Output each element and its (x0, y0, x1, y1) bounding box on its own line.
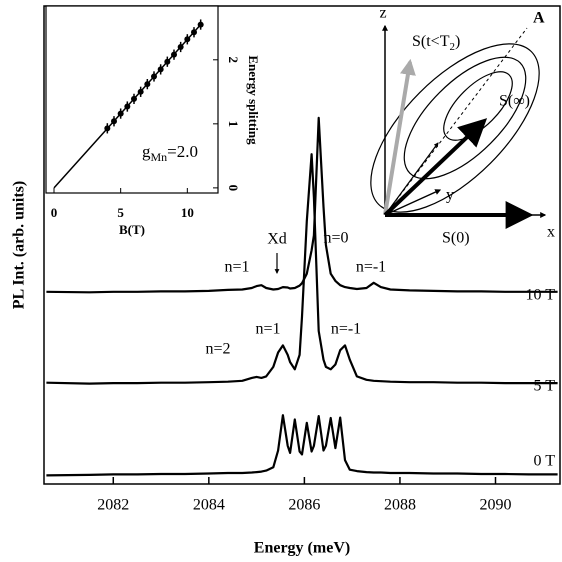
data-point (164, 58, 171, 65)
ellipse (370, 43, 540, 213)
annotation-sub: Mn (151, 150, 168, 164)
data-point (191, 29, 197, 36)
peak-annotation: n=-1 (331, 321, 361, 338)
ellipse (443, 71, 513, 141)
diagram-label: S(0) (442, 230, 470, 247)
x-tick-label: 2086 (288, 497, 320, 514)
peak-annotation: n=1 (224, 259, 249, 276)
x-axis-label: Energy (meV) (254, 540, 350, 557)
data-point (111, 118, 117, 125)
spectrum-line (46, 116, 558, 294)
data-point (171, 51, 177, 58)
inset-x-tick-label: 5 (117, 205, 124, 220)
data-point (117, 110, 124, 117)
data-point (157, 66, 164, 73)
inset-annotation: gMn=2.0 (142, 142, 198, 164)
data-point (104, 125, 111, 132)
spectrum-line (46, 153, 558, 385)
inset-x-tick-label: 10 (181, 205, 194, 220)
data-point (177, 43, 184, 50)
ellipse (403, 56, 527, 180)
peak-annotation: n=-1 (356, 259, 386, 276)
plot-frame (43, 5, 561, 485)
series-label: 5 T (534, 378, 556, 395)
spectrum-line (46, 414, 558, 477)
x-tick-label: 2088 (384, 497, 416, 514)
diagram-label: y (446, 187, 454, 204)
label-part: S(t<T (412, 33, 450, 50)
data-point (131, 95, 137, 102)
inset-x-label: B(T) (119, 222, 145, 237)
peak-annotation: Xd (267, 231, 287, 248)
diagram-label: A (533, 10, 545, 27)
inset-x-tick-label: 0 (51, 205, 58, 220)
diagram-label: x (547, 224, 555, 241)
grey-vector (383, 58, 416, 216)
annotation-part: g (142, 142, 151, 161)
inset-y-tick-label: 1 (226, 121, 241, 128)
thin-vector (384, 142, 439, 216)
data-point (124, 103, 131, 110)
s-inf-vector (383, 118, 488, 217)
series-label: 0 T (534, 453, 556, 470)
x-tick-label: 2090 (480, 497, 512, 514)
y-axis-label: PL Int. (arb. units) (11, 181, 28, 309)
inset-y-tick-label: 2 (226, 57, 241, 64)
diagram-label: S(t<T2) (412, 33, 460, 53)
data-point (197, 21, 204, 28)
data-point (137, 88, 144, 95)
peak-annotation: n=1 (255, 321, 280, 338)
label-sub: 2 (449, 41, 455, 53)
series-label: 10 T (526, 287, 556, 304)
diagram-label: z (379, 5, 386, 22)
peak-annotation: n=0 (323, 230, 348, 247)
x-tick-label: 2084 (193, 497, 225, 514)
y-axis-arrow (384, 189, 442, 216)
label-part: ) (455, 33, 460, 50)
inset-y-label: Energy splitting (246, 55, 261, 145)
inset-y-tick-label: 0 (226, 185, 241, 192)
data-point (184, 36, 191, 43)
annotation-part: =2.0 (167, 142, 198, 161)
peak-annotation: n=2 (205, 341, 230, 358)
data-point (144, 81, 151, 88)
x-tick-label: 2082 (97, 497, 129, 514)
data-point (151, 73, 157, 80)
spin-diagram (370, 24, 547, 229)
diagram-label: S(∞) (499, 93, 530, 110)
